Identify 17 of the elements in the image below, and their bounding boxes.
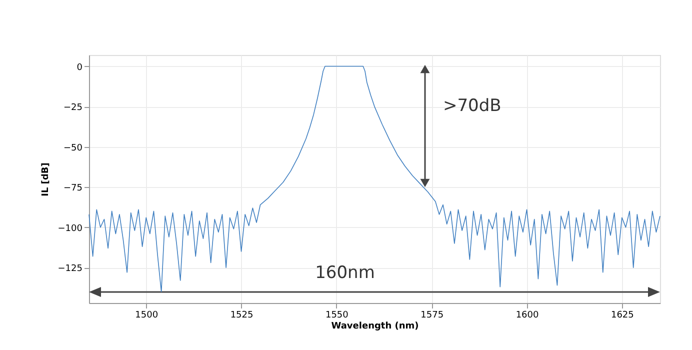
x-tick-label: 1575 — [420, 310, 444, 320]
x-tick-label: 1600 — [516, 310, 539, 320]
x-tick-label: 1525 — [230, 310, 254, 320]
x-tick-label: 1550 — [325, 310, 349, 320]
y-tick-label: 0 — [76, 62, 83, 73]
y-tick-label: −50 — [64, 143, 83, 154]
y-tick-label: −25 — [64, 103, 82, 114]
y-tick-label: −75 — [64, 184, 82, 194]
line-series — [88, 66, 660, 292]
annotation: 160nm — [315, 263, 375, 283]
x-tick-label: 1500 — [135, 310, 158, 320]
y-axis-title: IL [dB] — [40, 162, 51, 196]
x-axis-title: Wavelength (nm) — [331, 322, 419, 332]
y-tick-label: −100 — [58, 224, 83, 234]
annotation: >70dB — [443, 96, 502, 116]
y-tick-label: −125 — [58, 264, 82, 274]
x-tick-label: 1625 — [610, 310, 634, 320]
